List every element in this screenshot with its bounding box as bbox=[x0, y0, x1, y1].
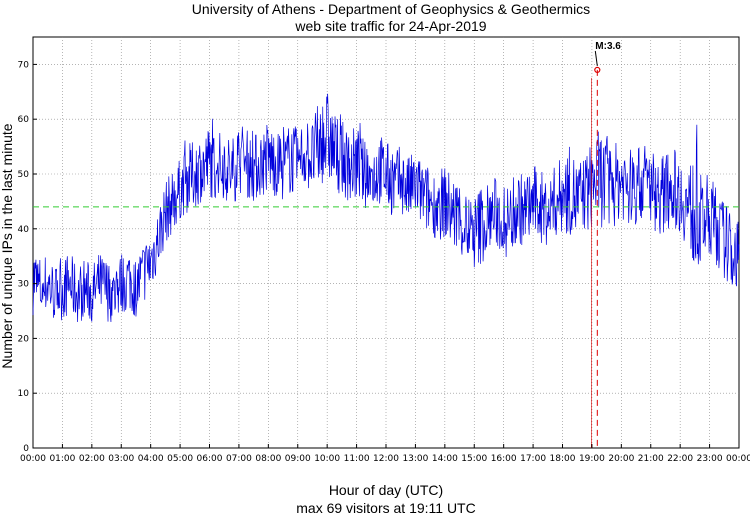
plot-area bbox=[32, 36, 740, 449]
x-tick-label: 17:00 bbox=[520, 454, 546, 464]
x-tick-label: 05:00 bbox=[167, 454, 193, 464]
y-tick-label: 10 bbox=[18, 389, 30, 399]
x-tick-label: 07:00 bbox=[226, 454, 252, 464]
y-tick-label: 60 bbox=[18, 115, 30, 125]
data-layer: M:3.6 bbox=[32, 41, 740, 448]
x-tick-label: 19:00 bbox=[579, 454, 605, 464]
x-tick-label: 14:00 bbox=[432, 454, 458, 464]
y-axis-label: Number of unique IPs in the last minute bbox=[0, 123, 15, 368]
chart-title: University of Athens - Department of Geo… bbox=[192, 1, 590, 17]
x-tick-label: 16:00 bbox=[491, 454, 517, 464]
x-tick-label: 06:00 bbox=[197, 454, 223, 464]
x-tick-label: 03:00 bbox=[108, 454, 134, 464]
peak-point bbox=[594, 66, 601, 73]
y-tick-label: 70 bbox=[18, 60, 30, 70]
x-tick-label: 04:00 bbox=[138, 454, 164, 464]
x-tick-label: 02:00 bbox=[79, 454, 105, 464]
x-tick-label: 23:00 bbox=[697, 454, 723, 464]
x-tick-label: 22:00 bbox=[667, 454, 693, 464]
x-tick-label: 08:00 bbox=[255, 454, 281, 464]
x-tick-label: 15:00 bbox=[461, 454, 487, 464]
x-tick-label: 09:00 bbox=[285, 454, 311, 464]
x-tick-label: 01:00 bbox=[49, 454, 75, 464]
y-tick-label: 40 bbox=[18, 225, 30, 235]
x-tick-label: 18:00 bbox=[550, 454, 576, 464]
x-tick-label: 11:00 bbox=[344, 454, 370, 464]
x-tick-label: 00:00 bbox=[20, 454, 46, 464]
y-tick-label: 30 bbox=[18, 280, 30, 290]
y-axis-ticks: 0 10 20 30 40 50 60 70 bbox=[18, 60, 37, 454]
x-tick-label: 21:00 bbox=[638, 454, 664, 464]
peak-arrow bbox=[594, 50, 598, 66]
x-axis-ticks: 00:00 01:00 02:00 03:00 04:00 05:00 06:00 07:00… bbox=[20, 444, 750, 464]
y-tick-label: 20 bbox=[18, 334, 30, 344]
traffic-series-line bbox=[32, 93, 740, 322]
max-visitors-note: max 69 visitors at 19:11 UTC bbox=[296, 500, 475, 515]
x-tick-label: 20:00 bbox=[608, 454, 634, 464]
y-tick-label: 0 bbox=[23, 444, 29, 454]
grid-lines bbox=[33, 37, 739, 448]
x-tick-label: 12:00 bbox=[373, 454, 399, 464]
x-tick-label: 10:00 bbox=[314, 454, 340, 464]
x-axis-label: Hour of day (UTC) bbox=[329, 482, 443, 498]
peak-marker-label: M:3.6 bbox=[595, 41, 621, 52]
x-tick-label: 00:00 bbox=[726, 454, 750, 464]
chart-subtitle: web site traffic for 24-Apr-2019 bbox=[294, 18, 486, 34]
y-tick-label: 50 bbox=[18, 170, 30, 180]
x-tick-label: 13:00 bbox=[402, 454, 428, 464]
